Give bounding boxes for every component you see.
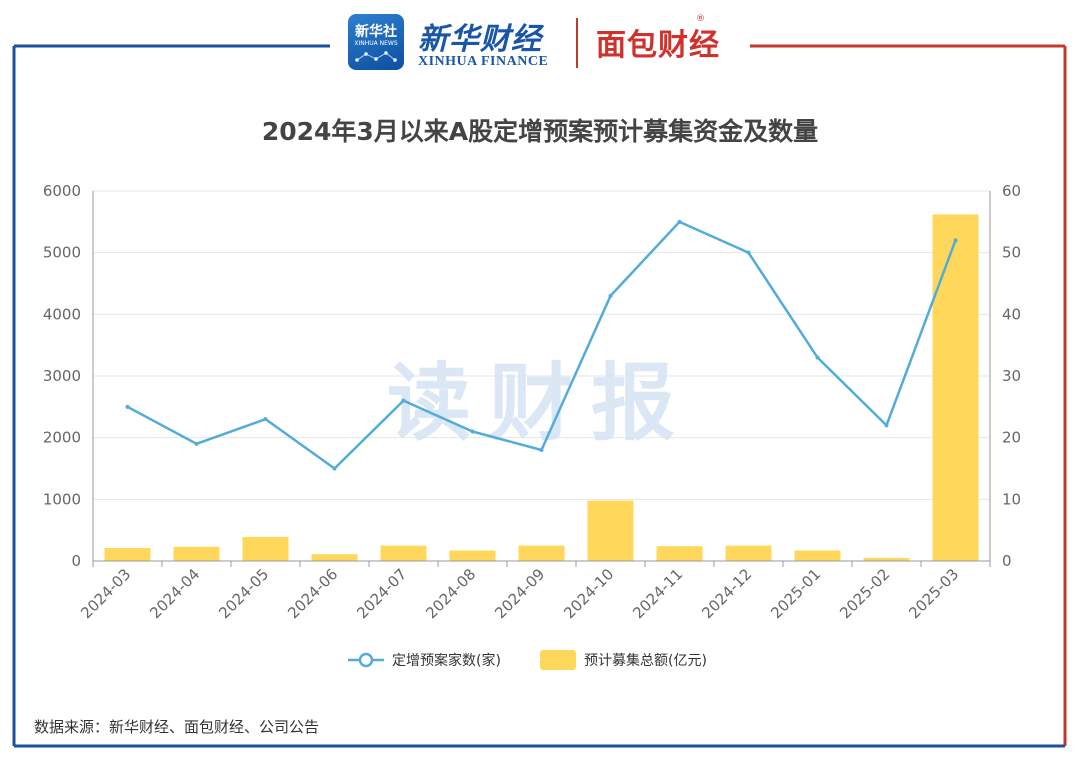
bar [449, 550, 496, 561]
bar [863, 557, 910, 561]
registered-mark: ® [696, 14, 705, 24]
xinhua-news-logo-subtext: XINHUA NEWS [354, 40, 398, 47]
bar [311, 554, 358, 561]
bar [794, 550, 841, 561]
line-point [953, 238, 958, 243]
line-point [125, 404, 130, 409]
line-point [401, 398, 406, 403]
line-point [470, 429, 475, 434]
x-axis-tick-label: 2024-10 [560, 565, 617, 622]
legend-line-marker [358, 652, 374, 668]
xinhua-news-logo: 新华社 XINHUA NEWS [348, 14, 404, 70]
left-axis-tick-label: 3000 [43, 367, 81, 385]
bar [173, 546, 220, 561]
x-axis-tick-label: 2024-06 [284, 565, 341, 622]
bar [587, 500, 634, 561]
right-axis-tick-label: 60 [1002, 182, 1021, 200]
legend-bar-swatch [540, 650, 576, 670]
right-axis-tick-label: 10 [1002, 490, 1021, 508]
chart-title: 2024年3月以来A股定增预案预计募集资金及数量 [261, 117, 819, 146]
x-axis-tick-label: 2025-01 [767, 565, 824, 622]
bar [104, 548, 151, 561]
left-axis-tick-label: 5000 [43, 244, 81, 262]
line-point [746, 250, 751, 255]
line-point [539, 448, 544, 452]
x-axis-tick-label: 2024-05 [215, 565, 272, 622]
line-point [263, 417, 268, 422]
right-axis-tick-label: 50 [1002, 244, 1021, 262]
xinhua-news-logo-text: 新华社 [355, 24, 397, 40]
bar [725, 545, 772, 561]
bar [518, 545, 565, 561]
x-axis-tick-label: 2025-03 [905, 565, 962, 622]
legend-label-line: 定增预案家数(家) [392, 652, 501, 669]
line-point [884, 423, 889, 428]
bar [656, 546, 703, 561]
source-note: 数据来源：新华财经、面包财经、公司公告 [34, 718, 320, 736]
brand-header: 新华社 XINHUA NEWS 新华财经 XINHUA FINANCE 面包财经… [330, 8, 750, 74]
mianbao-finance-logo: 面包财经 [596, 28, 720, 63]
right-axis-tick-label: 20 [1002, 429, 1021, 447]
x-axis-tick-label: 2024-11 [629, 565, 686, 622]
x-axis-tick-label: 2024-03 [77, 565, 134, 622]
legend-label-bar: 预计募集总额(亿元) [584, 652, 707, 669]
x-axis-tick-label: 2024-04 [146, 565, 203, 622]
right-axis-tick-label: 40 [1002, 305, 1021, 323]
x-axis-tick-label: 2024-09 [491, 565, 548, 622]
xinhua-finance-logo-en: XINHUA FINANCE [418, 54, 549, 69]
line-point [608, 293, 613, 298]
legend-item-line: 定增预案家数(家) [348, 652, 501, 669]
line-point [332, 466, 337, 471]
x-axis-tick-label: 2025-02 [836, 565, 893, 622]
logo-divider [576, 18, 578, 68]
right-axis-tick-label: 0 [1002, 552, 1012, 570]
legend-item-bar: 预计募集总额(亿元) [540, 650, 707, 670]
xinhua-finance-logo-cn: 新华财经 [418, 22, 542, 57]
right-axis-tick-label: 30 [1002, 367, 1021, 385]
left-axis-tick-label: 6000 [43, 182, 81, 200]
bar [380, 545, 427, 561]
watermark: 读财报 [387, 354, 693, 452]
left-axis-tick-label: 4000 [43, 305, 81, 323]
bar [242, 536, 289, 561]
line-point [677, 219, 682, 224]
left-axis-tick-label: 0 [71, 552, 81, 570]
network-icon [355, 51, 397, 62]
left-axis-tick-label: 2000 [43, 429, 81, 447]
x-axis-tick-label: 2024-07 [353, 565, 410, 622]
line-point [194, 441, 199, 446]
line-point [815, 355, 820, 360]
left-axis-tick-label: 1000 [43, 490, 81, 508]
x-axis-tick-label: 2024-08 [422, 565, 479, 622]
bar [932, 214, 979, 561]
x-axis-tick-label: 2024-12 [698, 565, 755, 622]
